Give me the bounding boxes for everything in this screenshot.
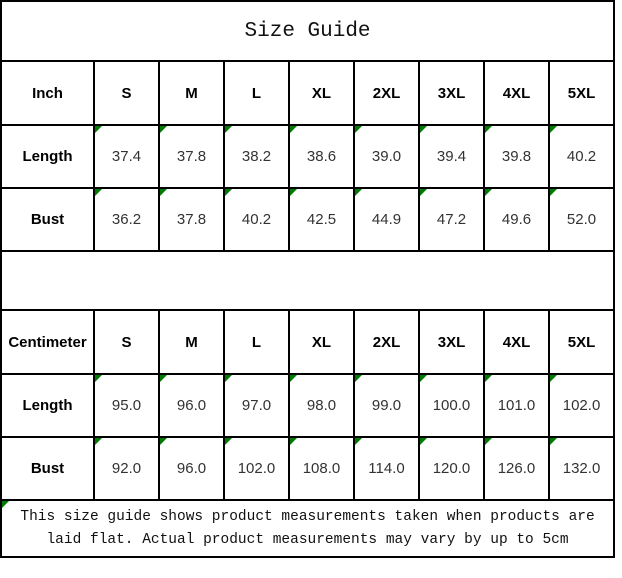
inch-bust-value-cell: 47.2 [418,187,485,252]
inch-length-label-cell: Length [0,124,95,189]
inch-bust-value-cell: 52.0 [547,187,616,252]
inch-length-value-cell: 39.8 [483,124,550,189]
inch-header-row: Inch S M L XL 2XL 3XL 4XL 5XL [0,60,616,126]
inch-length-value-cell: 40.2 [547,124,616,189]
centimeter-bust-row: Bust 92.0 96.0 102.0 108.0 114.0 120.0 126.0 132… [0,436,616,501]
inch-bust-value-cell: 36.2 [93,187,160,252]
spacer-row [0,250,616,311]
centimeter-length-value-cell: 98.0 [288,373,355,438]
centimeter-unit-header-cell: Centimeter [0,309,95,375]
centimeter-bust-value-cell: 132.0 [547,436,616,501]
inch-bust-row: Bust 36.2 37.8 40.2 42.5 44.9 47.2 49.6 52.0 [0,187,616,252]
inch-length-value-cell: 38.6 [288,124,355,189]
spacer-cell [0,250,616,311]
centimeter-length-value-cell: 97.0 [223,373,290,438]
centimeter-size-header-cell-4xl: 4XL [483,309,550,375]
inch-length-value-cell: 39.0 [353,124,420,189]
footer-section: This size guide shows product measuremen… [0,499,616,558]
size-guide-table: Size Guide Inch S M L XL 2XL 3XL 4XL 5XL Length 37… [0,0,615,558]
centimeter-size-header-cell-s: S [93,309,160,375]
inch-size-header-cell-2xl: 2XL [353,60,420,126]
centimeter-length-value-cell: 101.0 [483,373,550,438]
inch-length-value-cell: 39.4 [418,124,485,189]
footer-note: This size guide shows product measuremen… [0,499,616,558]
centimeter-bust-value-cell: 114.0 [353,436,420,501]
inch-size-header-cell-l: L [223,60,290,126]
inch-length-value-cell: 37.4 [93,124,160,189]
centimeter-bust-value-cell: 102.0 [223,436,290,501]
inch-size-header-cell-3xl: 3XL [418,60,485,126]
title-row: Size Guide [0,0,616,62]
centimeter-bust-value-cell: 126.0 [483,436,550,501]
centimeter-length-value-cell: 99.0 [353,373,420,438]
centimeter-bust-value-cell: 92.0 [93,436,160,501]
inch-length-row: Length 37.4 37.8 38.2 38.6 39.0 39.4 39.8 40.2 [0,124,616,189]
title-section: Size Guide [0,0,616,62]
centimeter-length-value-cell: 100.0 [418,373,485,438]
inch-bust-label-cell: Bust [0,187,95,252]
centimeter-size-header-cell-m: M [158,309,225,375]
centimeter-bust-value-cell: 108.0 [288,436,355,501]
centimeter-length-row: Length 95.0 96.0 97.0 98.0 99.0 100.0 101.0 102.… [0,373,616,438]
centimeter-size-header-cell-5xl: 5XL [547,309,616,375]
inch-bust-value-cell: 40.2 [223,187,290,252]
centimeter-size-header-cell-2xl: 2XL [353,309,420,375]
inch-bust-value-cell: 42.5 [288,187,355,252]
inch-size-header-cell-s: S [93,60,160,126]
centimeter-length-value-cell: 96.0 [158,373,225,438]
page-title: Size Guide [0,0,616,62]
inch-size-header-cell-xl: XL [288,60,355,126]
inch-length-value-cell: 37.8 [158,124,225,189]
centimeter-bust-label-cell: Bust [0,436,95,501]
centimeter-size-header-cell-l: L [223,309,290,375]
centimeter-table-section: Centimeter S M L XL 2XL 3XL 4XL 5XL Length 95.0 96.… [0,309,616,501]
inch-size-header-cell-4xl: 4XL [483,60,550,126]
inch-size-header-cell-5xl: 5XL [547,60,616,126]
inch-unit-header-cell: Inch [0,60,95,126]
centimeter-bust-value-cell: 96.0 [158,436,225,501]
centimeter-size-header-cell-xl: XL [288,309,355,375]
inch-length-value-cell: 38.2 [223,124,290,189]
centimeter-length-label-cell: Length [0,373,95,438]
inch-table-section: Inch S M L XL 2XL 3XL 4XL 5XL Length 37.4 37.8 38.2 3… [0,60,616,252]
inch-bust-value-cell: 44.9 [353,187,420,252]
centimeter-bust-value-cell: 120.0 [418,436,485,501]
inch-size-header-cell-m: M [158,60,225,126]
centimeter-length-value-cell: 95.0 [93,373,160,438]
spacer-section [0,250,616,311]
inch-bust-value-cell: 49.6 [483,187,550,252]
footer-row: This size guide shows product measuremen… [0,499,616,558]
inch-bust-value-cell: 37.8 [158,187,225,252]
centimeter-size-header-cell-3xl: 3XL [418,309,485,375]
centimeter-header-row: Centimeter S M L XL 2XL 3XL 4XL 5XL [0,309,616,375]
centimeter-length-value-cell: 102.0 [547,373,616,438]
